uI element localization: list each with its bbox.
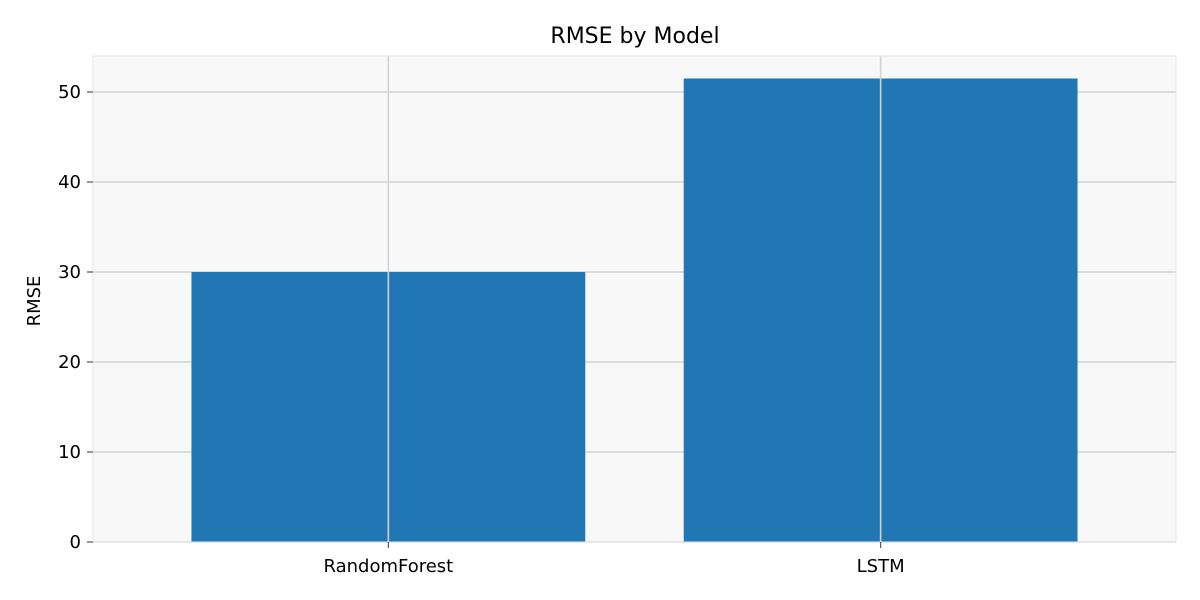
y-axis-ticks: 0 10 20 30 40 50 (58, 82, 93, 553)
vertical-gridlines (387, 56, 882, 542)
plot-area (92, 55, 1177, 543)
x-axis-ticks: RandomForest LSTM (323, 542, 905, 577)
y-tick-label: 50 (58, 82, 81, 103)
plot-frame (92, 55, 1177, 543)
y-tick-label: 40 (58, 172, 81, 193)
y-tick-label: 20 (58, 352, 81, 373)
chart-title: RMSE by Model (550, 24, 719, 49)
y-tick-label: 30 (58, 262, 81, 283)
y-tick-label: 10 (58, 442, 81, 463)
x-tick-label: RandomForest (323, 556, 453, 577)
x-tick-label: LSTM (857, 556, 905, 577)
y-tick-label: 0 (70, 532, 81, 553)
y-axis-label: RMSE (24, 276, 45, 327)
